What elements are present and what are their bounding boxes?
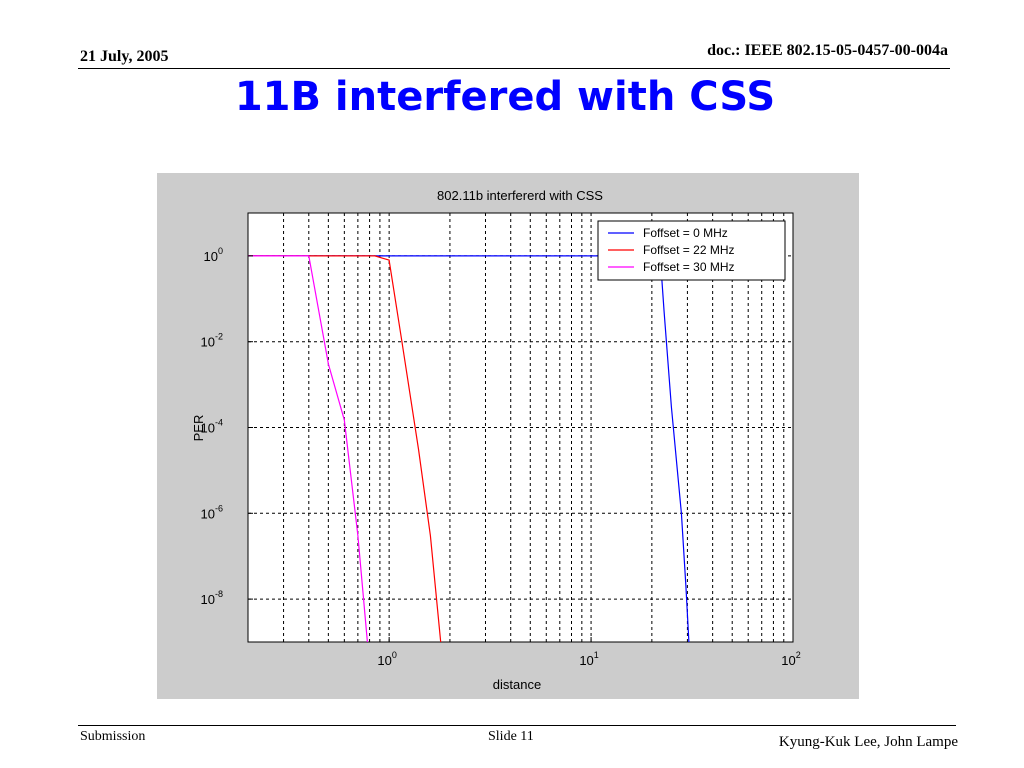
legend-label-1: Foffset = 0 MHz — [643, 226, 728, 240]
legend-box — [597, 220, 786, 281]
y-tick-label: 10-2 — [201, 332, 223, 350]
series-line-2 — [248, 255, 442, 643]
legend: Foffset = 0 MHz Foffset = 22 MHz Foffset =… — [597, 220, 786, 281]
y-tick-label: 100 — [204, 246, 223, 264]
tick-labels: 100 101 102 100 10-2 1 0 -4 10-6 10-8 — [201, 246, 801, 668]
header-doc-id: doc.: IEEE 802.15-05-0457-00-004a — [707, 42, 948, 59]
y-tick-exponent: -8 — [215, 589, 223, 599]
y-tick-label: 10-6 — [201, 503, 223, 521]
chart-svg: 100 101 102 100 10-2 1 0 -4 10-6 10-8 802.11b int… — [191, 188, 801, 692]
footer-authors: Kyung-Kuk Lee, John Lampe — [778, 734, 958, 750]
chart-figure: 100 101 102 100 10-2 1 0 -4 10-6 10-8 802.11b int… — [157, 173, 859, 699]
y-tick-exponent: 0 — [218, 246, 223, 256]
x-axis-label: distance — [493, 677, 541, 692]
series-line-3 — [248, 255, 368, 643]
y-tick-exponent: -2 — [215, 332, 223, 342]
y-tick-exponent: -4 — [215, 418, 223, 428]
legend-label-2: Foffset = 22 MHz — [643, 243, 734, 257]
header-date: 21 July, 2005 — [80, 48, 169, 65]
x-tick-exponent: 0 — [392, 650, 397, 660]
footer-submission: Submission — [80, 729, 146, 744]
x-tick-label: 102 — [781, 650, 800, 668]
header-rule — [78, 68, 950, 69]
y-tick-exponent: -6 — [215, 503, 223, 513]
x-tick-label: 101 — [579, 650, 598, 668]
footer-rule — [78, 725, 956, 726]
x-tick-exponent: 1 — [594, 650, 599, 660]
footer-slide-number: Slide 11 — [488, 729, 534, 744]
x-tick-label: 100 — [377, 650, 396, 668]
x-tick-exponent: 2 — [796, 650, 801, 660]
chart-title: 802.11b interfererd with CSS — [437, 188, 603, 203]
legend-label-3: Foffset = 30 MHz — [643, 260, 734, 274]
slide-title: 11B interfered with CSS — [234, 74, 776, 120]
y-tick-label: 10-8 — [201, 589, 223, 607]
y-axis-label: PER — [191, 415, 206, 442]
